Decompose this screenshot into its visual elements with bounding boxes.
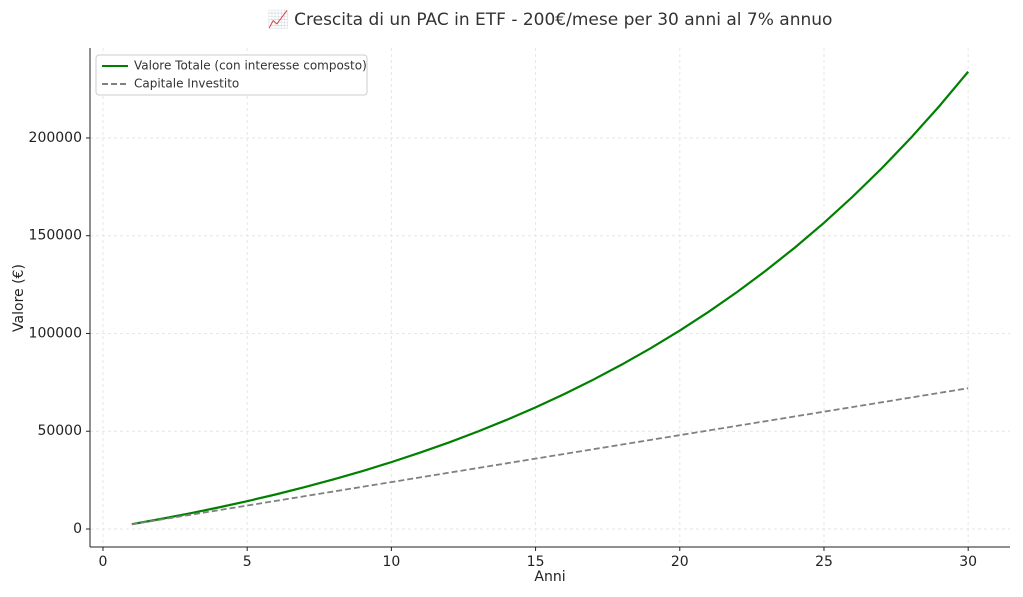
- y-tick-label: 100000: [29, 325, 82, 341]
- x-tick-label: 0: [99, 554, 108, 570]
- legend-box: [95, 54, 368, 96]
- x-tick-label: 15: [527, 554, 545, 570]
- series-line: [131, 387, 969, 526]
- x-tick-label: 20: [671, 554, 689, 570]
- x-tick-label: 10: [382, 554, 400, 570]
- series-line: [131, 70, 970, 526]
- legend-label: Valore Totale (con interesse composto): [134, 59, 367, 73]
- y-tick-label: 0: [73, 521, 82, 537]
- x-axis-label: Anni: [534, 569, 565, 585]
- legend-label: Capitale Investito: [134, 77, 239, 91]
- y-axis-label: Valore (€): [11, 264, 27, 332]
- y-tick-label: 50000: [37, 423, 82, 439]
- chart-title: 📈 Crescita di un PAC in ETF - 200€/mese …: [268, 9, 833, 30]
- x-tick-label: 5: [243, 554, 252, 570]
- y-tick-label: 200000: [29, 130, 82, 146]
- x-tick-label: 30: [959, 554, 977, 570]
- y-tick-label: 150000: [29, 228, 82, 244]
- x-tick-label: 25: [815, 554, 833, 570]
